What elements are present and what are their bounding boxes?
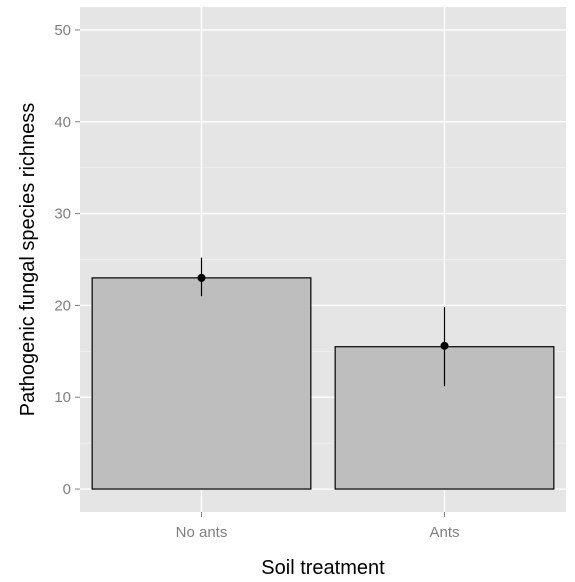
x-axis-title: Soil treatment [261, 557, 385, 579]
y-axis: 0 10 20 30 40 50 [54, 22, 80, 498]
x-tick-label: No ants [176, 524, 228, 541]
mean-point [440, 341, 449, 350]
y-tick-label: 50 [54, 22, 71, 39]
y-tick-label: 40 [54, 114, 71, 131]
y-tick-label: 20 [54, 297, 71, 314]
y-tick-label: 10 [54, 389, 71, 406]
y-axis-title: Pathogenic fungal species richness [17, 103, 39, 417]
mean-point [197, 273, 206, 282]
y-tick-label: 0 [63, 481, 71, 498]
x-axis: No ants Ants [176, 512, 460, 541]
bar-no-ants [91, 277, 312, 490]
x-tick-label: Ants [429, 524, 459, 541]
error-bars [197, 257, 449, 387]
y-tick-label: 30 [54, 206, 71, 223]
